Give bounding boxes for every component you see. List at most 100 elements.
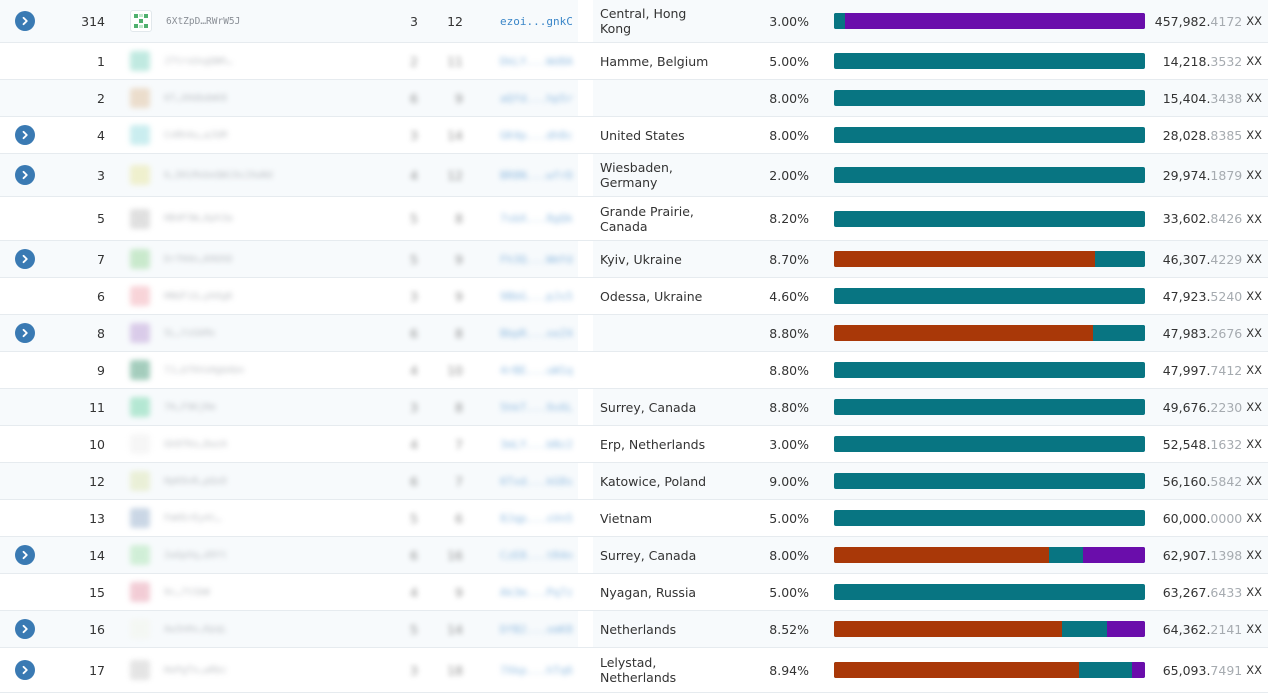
validator-identity[interactable]: FmH5rEy4t…	[130, 500, 380, 536]
validator-identity[interactable]: 6…5HiMxbeQWi9xJXwNd	[130, 154, 380, 196]
stake-value: 46,307. 4229 XX	[1150, 241, 1262, 277]
stake-bar	[834, 362, 1145, 378]
rank: 8	[97, 325, 105, 341]
address-link[interactable]: 3mLY...bNz2	[500, 437, 573, 451]
stake-bar	[834, 288, 1145, 304]
stake-bar-cell	[834, 117, 1145, 153]
validator-identity[interactable]: 6T…XHdbdmK8	[130, 80, 380, 116]
table-row[interactable]: 2 6T…XHdbdmK8 6 9 aQfd...hp5r 8.00% 15,404. 343…	[0, 80, 1268, 117]
expand-button[interactable]	[15, 323, 35, 343]
stake-value-integer: 29,974.	[1162, 167, 1211, 183]
table-row[interactable]: 7 DrfH4n…KHUhD 5 9 Fh3Q...WmYd Kyiv, Ukraine 8…	[0, 241, 1268, 278]
table-row[interactable]: 4 CnRh4u…aJUM 3 14 GK4p...dh8c United States 8…	[0, 117, 1268, 154]
stake-bar	[834, 210, 1145, 227]
address-link[interactable]: 4rBE...uW1q	[500, 363, 573, 377]
validator-identity[interactable]: 7J…Gf6VsHgbAbn	[130, 352, 380, 388]
table-row[interactable]: 8 5L…YzGkMx 6 8 BbpR...xeZ4 8.80% 47,983. 2676 X…	[0, 315, 1268, 352]
validator-identity[interactable]: 2wGpXq…d9Yt	[130, 537, 380, 573]
stake-value-decimal: 1398	[1210, 547, 1243, 563]
table-row[interactable]: 314 6XtZpD…RWrW5J 3 12 ezoi...gnkC Central, H…	[0, 0, 1268, 43]
address-link[interactable]: 6Txd...kG8s	[500, 474, 573, 488]
table-row[interactable]: 14 2wGpXq…d9Yt 6 16 CzE8...tR4n Surrey, Canad…	[0, 537, 1268, 574]
address-link[interactable]: 7sbX...8gQk	[500, 212, 573, 225]
address-link[interactable]: aQfd...hp5r	[500, 91, 573, 105]
address-link[interactable]: ezoi...gnkC	[500, 14, 573, 28]
table-row[interactable]: 6 HNGFiU…yk6g6 3 9 9BbG...pJs5 Odessa, Ukrain…	[0, 278, 1268, 315]
address-link[interactable]: DfB2...xmK8	[500, 622, 573, 636]
address-link[interactable]: DkLY...Wd8A	[500, 54, 573, 68]
count-secondary: 11	[447, 53, 463, 69]
location-text: Lelystad, Netherlands	[600, 655, 677, 685]
address-link[interactable]: Fh3Q...WmYd	[500, 252, 573, 266]
expand-button[interactable]	[15, 545, 35, 565]
expand-button[interactable]	[15, 619, 35, 639]
table-row[interactable]: 3 6…5HiMxbeQWi9xJXwNd 4 12 BR8N...wfrD Wiesba…	[0, 154, 1268, 197]
stake-bar-segment	[834, 399, 1145, 415]
stake-value-integer: 33,602.	[1162, 211, 1211, 226]
count-primary: 3	[410, 288, 418, 304]
address-link[interactable]: 5hkT...9s6L	[500, 400, 573, 414]
rank: 9	[97, 362, 105, 378]
table-row[interactable]: 11 7H…F9KjRm 3 8 5hkT...9s6L Surrey, Canada 8.…	[0, 389, 1268, 426]
stake-value-decimal: 2141	[1210, 621, 1243, 637]
validator-identity[interactable]: 9c…7tSbW	[130, 574, 380, 610]
stake-value-decimal: 8385	[1210, 127, 1243, 143]
expand-button[interactable]	[15, 660, 35, 680]
rank: 7	[97, 251, 105, 267]
address-link[interactable]: BR8N...wfrD	[500, 168, 573, 182]
currency-label: XX	[1246, 474, 1262, 488]
stake-bar-cell	[834, 154, 1145, 196]
validator-identity[interactable]: HpK9vR…pQxD	[130, 463, 380, 499]
expand-button[interactable]	[15, 249, 35, 269]
stake-bar	[834, 127, 1145, 143]
table-row[interactable]: 13 FmH5rEy4t… 5 6 8Jqp...sVn5 Vietnam 5.00% 60,…	[0, 500, 1268, 537]
location: Wiesbaden, Germany	[600, 154, 750, 196]
validator-identity[interactable]: HB4P3W…6ph3a	[130, 197, 380, 240]
table-row[interactable]: 1 J7trsUxgQWh… 2 11 DkLY...Wd8A Hamme, Belgiu…	[0, 43, 1268, 80]
validator-identity[interactable]: Aw3nHv…KpqL	[130, 611, 380, 647]
stake-bar	[834, 473, 1145, 489]
stake-bar-segment	[1093, 325, 1145, 341]
validator-identity[interactable]: Gk8fKo…DwzA	[130, 426, 380, 462]
table-row[interactable]: 17 HePgTn…wRbc 3 18 7Xkp...hTq6 Lelystad, Net…	[0, 648, 1268, 693]
table-row[interactable]: 15 9c…7tSbW 4 9 Ak3m...Pq7z Nyagan, Russia 5.0…	[0, 574, 1268, 611]
location: Odessa, Ukraine	[600, 278, 750, 314]
table-row[interactable]: 16 Aw3nHv…KpqL 5 14 DfB2...xmK8 Netherlands 8.…	[0, 611, 1268, 648]
stake-value-integer: 28,028.	[1162, 127, 1211, 143]
address-link[interactable]: 8Jqp...sVn5	[500, 511, 573, 525]
validator-identity[interactable]: 6XtZpD…RWrW5J	[130, 0, 380, 42]
validator-identity[interactable]: 5L…YzGkMx	[130, 315, 380, 351]
validator-identity[interactable]: CnRh4u…aJUM	[130, 117, 380, 153]
count-primary: 5	[410, 621, 418, 637]
column-divider	[578, 611, 593, 647]
validator-identity[interactable]: HePgTn…wRbc	[130, 648, 380, 692]
expand-cell	[14, 648, 36, 692]
validator-identity[interactable]: J7trsUxgQWh…	[130, 43, 380, 79]
table-row[interactable]: 12 HpK9vR…pQxD 6 7 6Txd...kG8s Katowice, Pola…	[0, 463, 1268, 500]
validator-identity[interactable]: DrfH4n…KHUhD	[130, 241, 380, 277]
expand-button[interactable]	[15, 11, 35, 31]
validator-identity[interactable]: HNGFiU…yk6g6	[130, 278, 380, 314]
expand-button[interactable]	[15, 165, 35, 185]
address-link[interactable]: 9BbG...pJs5	[500, 289, 573, 303]
table-row[interactable]: 5 HB4P3W…6ph3a 5 8 7sbX...8gQk Grande Prairie…	[0, 197, 1268, 241]
expand-button[interactable]	[15, 125, 35, 145]
commission-percent: 8.00%	[769, 90, 809, 106]
stake-value-integer: 14,218.	[1162, 53, 1211, 69]
table-row[interactable]: 9 7J…Gf6VsHgbAbn 4 10 4rBE...uW1q 8.80% 47,997…	[0, 352, 1268, 389]
stake-bar	[834, 510, 1145, 526]
address-link[interactable]: GK4p...dh8c	[500, 128, 573, 142]
address-link[interactable]: Ak3m...Pq7z	[500, 585, 573, 599]
stake-value-decimal: 7491	[1210, 662, 1243, 678]
validator-identity[interactable]: 7H…F9KjRm	[130, 389, 380, 425]
stake-bar-segment	[1132, 662, 1145, 678]
validator-name: HePgTn…wRbc	[164, 664, 227, 676]
address-link[interactable]: BbpR...xeZ4	[500, 326, 573, 340]
address-link[interactable]: CzE8...tR4n	[500, 548, 573, 562]
location-text: Hamme, Belgium	[600, 53, 709, 69]
stake-value-integer: 60,000.	[1162, 510, 1211, 526]
stake-bar-segment	[1082, 547, 1145, 563]
address-link[interactable]: 7Xkp...hTq6	[500, 663, 573, 677]
table-row[interactable]: 10 Gk8fKo…DwzA 4 7 3mLY...bNz2 Erp, Netherlan…	[0, 426, 1268, 463]
column-divider	[578, 197, 593, 240]
